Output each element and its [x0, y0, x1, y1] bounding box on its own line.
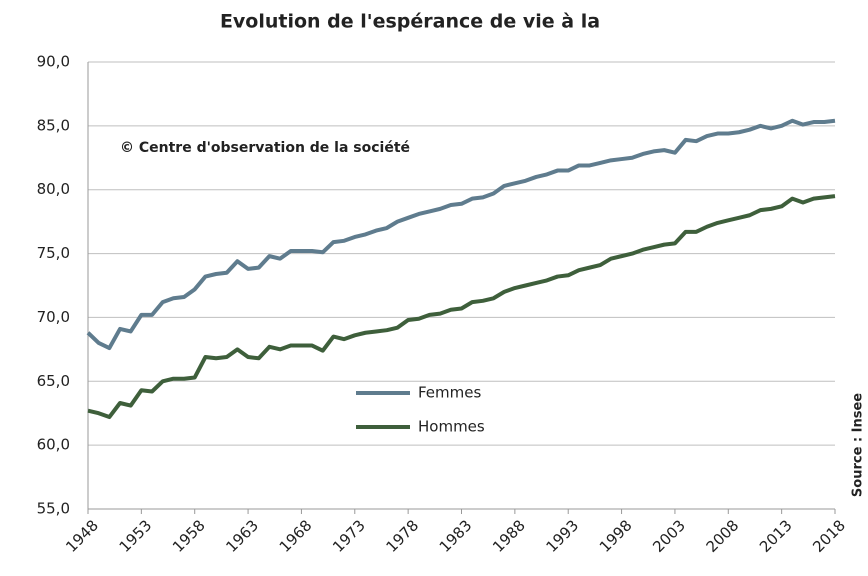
y-tick-label: 55,0	[37, 500, 70, 518]
x-tick-label: 2008	[703, 516, 743, 556]
legend-label: Hommes	[418, 418, 485, 436]
y-tick-label: 85,0	[37, 116, 70, 134]
x-tick-label: 1983	[436, 516, 476, 556]
legend-label: Femmes	[418, 384, 481, 402]
y-tick-label: 80,0	[37, 180, 70, 198]
y-tick-label: 70,0	[37, 308, 70, 326]
x-tick-label: 1968	[276, 516, 316, 556]
y-tick-label: 90,0	[37, 53, 70, 71]
source: Source : Insee	[851, 393, 866, 497]
y-tick-label: 60,0	[37, 436, 70, 454]
x-tick-label: 2013	[756, 516, 796, 556]
x-tick-label: 1948	[62, 516, 102, 556]
x-tick-label: 1998	[596, 516, 636, 556]
x-tick-label: 1953	[116, 516, 156, 556]
annotation: © Centre d'observation de la société	[120, 140, 410, 156]
x-tick-label: 2003	[649, 516, 689, 556]
x-tick-label: 1958	[169, 516, 209, 556]
series-line	[87, 194, 836, 420]
series-line	[86, 118, 836, 351]
chart-title: Evolution de l'espérance de vie à la	[220, 11, 600, 33]
y-tick-label: 75,0	[37, 244, 70, 262]
x-tick-label: 1978	[382, 516, 422, 556]
x-tick-label: 2018	[809, 516, 849, 556]
x-tick-label: 1988	[489, 516, 529, 556]
x-tick-label: 1963	[222, 516, 262, 556]
x-tick-label: 1993	[542, 516, 582, 556]
y-tick-label: 65,0	[37, 372, 70, 390]
x-tick-label: 1973	[329, 516, 369, 556]
